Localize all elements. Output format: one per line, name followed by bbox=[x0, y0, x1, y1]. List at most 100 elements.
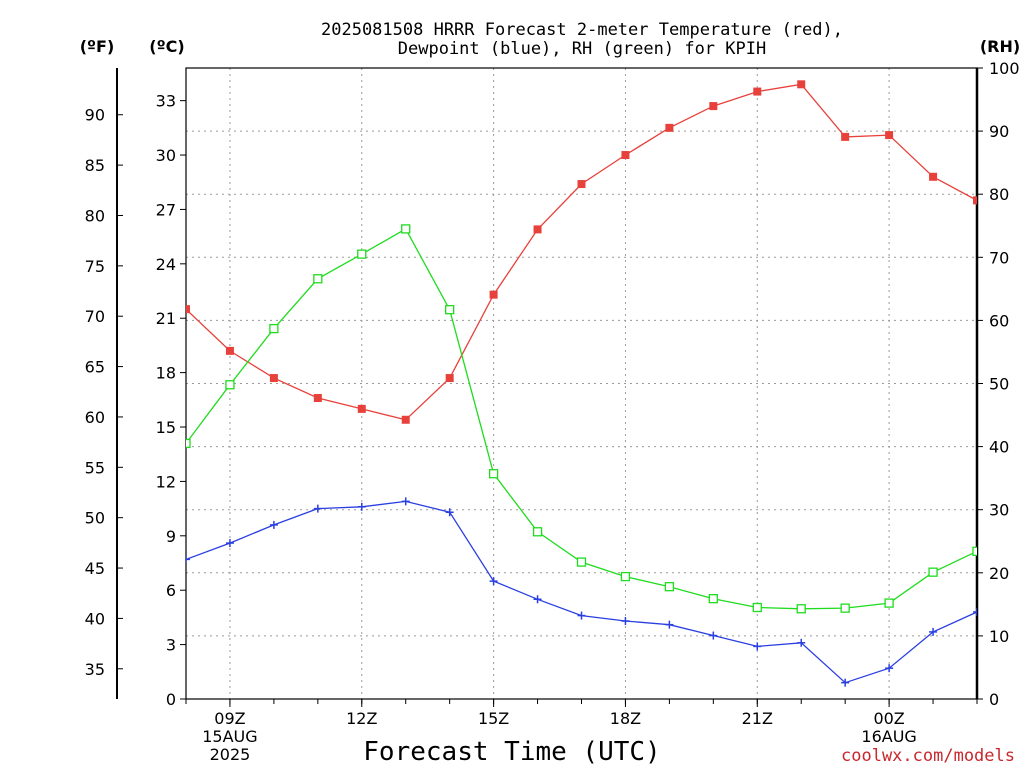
rh-point bbox=[225, 380, 235, 390]
dewpoint-point bbox=[533, 595, 542, 604]
temperature-point bbox=[533, 225, 542, 234]
rh-point bbox=[576, 557, 587, 567]
celsius-tick-label: 3 bbox=[166, 636, 176, 655]
rh-tick-label: 80 bbox=[989, 185, 1009, 204]
dewpoint-point bbox=[313, 504, 322, 513]
dewpoint-point bbox=[577, 611, 586, 620]
fahrenheit-tick-label: 65 bbox=[85, 358, 105, 377]
x-tick-label: 18Z bbox=[610, 709, 641, 728]
dewpoint-point bbox=[621, 617, 630, 626]
x-tick-date-label: 15AUG bbox=[202, 727, 257, 746]
rh-point bbox=[269, 323, 279, 334]
fahrenheit-tick-label: 85 bbox=[85, 156, 105, 175]
celsius-tick-label: 0 bbox=[166, 690, 176, 709]
celsius-axis-label: (ºC) bbox=[149, 37, 184, 56]
dewpoint-point bbox=[841, 678, 850, 687]
fahrenheit-tick-label: 80 bbox=[85, 206, 105, 225]
temperature-point bbox=[621, 151, 630, 160]
rh-point bbox=[401, 224, 411, 234]
rh-tick-label: 20 bbox=[989, 564, 1009, 583]
celsius-tick-label: 6 bbox=[166, 581, 176, 600]
fahrenheit-tick-label: 40 bbox=[85, 609, 105, 628]
temperature-point bbox=[885, 131, 894, 140]
celsius-tick-label: 30 bbox=[156, 146, 176, 165]
celsius-tick-label: 18 bbox=[156, 364, 176, 383]
celsius-tick-label: 9 bbox=[166, 527, 176, 546]
chart-title-line2: Dewpoint (blue), RH (green) for KPIH bbox=[398, 39, 766, 59]
rh-point bbox=[664, 582, 675, 592]
dewpoint-point bbox=[357, 502, 366, 511]
temperature-series bbox=[186, 80, 977, 424]
rh-point bbox=[928, 567, 938, 577]
temperature-point bbox=[186, 305, 190, 314]
rh-point bbox=[840, 603, 850, 613]
rh-tick-label: 70 bbox=[989, 248, 1009, 267]
rh-tick-label: 60 bbox=[989, 311, 1009, 330]
rh-series bbox=[186, 224, 977, 614]
rh-point bbox=[972, 546, 977, 556]
dewpoint-point bbox=[186, 555, 190, 564]
rh-tick-label: 40 bbox=[989, 438, 1009, 457]
rh-point bbox=[186, 438, 191, 449]
dewpoint-point bbox=[753, 642, 762, 651]
x-tick-label: 21Z bbox=[742, 709, 773, 728]
dewpoint-line bbox=[186, 500, 977, 684]
temperature-point bbox=[973, 196, 977, 205]
credit-text: coolwx.com/models bbox=[841, 746, 1015, 766]
dewpoint-point bbox=[489, 577, 498, 586]
fahrenheit-axis-label: (ºF) bbox=[80, 37, 115, 56]
rh-tick-label: 0 bbox=[989, 690, 999, 709]
temperature-point bbox=[797, 80, 806, 89]
celsius-tick-label: 21 bbox=[156, 309, 176, 328]
x-axis-label: Forecast Time (UTC) bbox=[363, 737, 660, 767]
x-tick-date-label: 16AUG bbox=[861, 727, 916, 746]
temperature-point bbox=[929, 172, 938, 181]
fahrenheit-tick-label: 90 bbox=[85, 106, 105, 125]
fahrenheit-tick-label: 70 bbox=[85, 307, 105, 326]
dewpoint-point bbox=[225, 539, 234, 548]
celsius-tick-label: 15 bbox=[156, 418, 176, 437]
rh-point bbox=[620, 571, 631, 582]
x-tick-label: 15Z bbox=[478, 709, 509, 728]
rh-point bbox=[532, 527, 543, 537]
rh-point bbox=[708, 594, 718, 604]
series-layer bbox=[186, 80, 977, 687]
rh-point bbox=[445, 305, 455, 315]
rh-point bbox=[884, 598, 894, 608]
rh-tick-label: 100 bbox=[989, 59, 1020, 78]
fahrenheit-tick-label: 55 bbox=[85, 458, 105, 477]
dewpoint-point bbox=[709, 631, 718, 640]
ticks-layer: 0 3 6 9 12 15 18 21 24 27 30 33 35 40 45 50 55 60 65 70 75 80… bbox=[85, 59, 1020, 764]
dewpoint-point bbox=[401, 497, 410, 506]
rh-point bbox=[357, 249, 367, 259]
fahrenheit-tick-label: 35 bbox=[85, 660, 105, 679]
rh-axis-label: (RH) bbox=[980, 37, 1020, 56]
fahrenheit-tick-label: 45 bbox=[85, 559, 105, 578]
dewpoint-point bbox=[885, 664, 894, 673]
dewpoint-point bbox=[797, 638, 806, 647]
temperature-point bbox=[841, 132, 850, 141]
temperature-line bbox=[186, 83, 977, 421]
fahrenheit-tick-label: 50 bbox=[85, 509, 105, 528]
rh-point bbox=[313, 274, 323, 284]
rh-point bbox=[488, 469, 499, 479]
dewpoint-point bbox=[665, 620, 674, 629]
temperature-point bbox=[357, 404, 366, 413]
temperature-point bbox=[665, 123, 674, 132]
rh-point bbox=[796, 604, 806, 614]
temperature-point bbox=[445, 374, 454, 383]
temperature-point bbox=[401, 415, 410, 424]
dewpoint-point bbox=[269, 520, 278, 529]
temperature-point bbox=[753, 87, 762, 96]
fahrenheit-tick-label: 75 bbox=[85, 257, 105, 276]
x-tick-label: 00Z bbox=[873, 709, 904, 728]
temperature-point bbox=[577, 180, 586, 189]
temperature-point bbox=[269, 374, 278, 383]
rh-tick-label: 90 bbox=[989, 122, 1009, 141]
temperature-point bbox=[313, 394, 322, 403]
fahrenheit-tick-label: 60 bbox=[85, 408, 105, 427]
rh-tick-label: 30 bbox=[989, 501, 1009, 520]
dewpoint-series bbox=[186, 497, 977, 687]
rh-tick-label: 50 bbox=[989, 375, 1009, 394]
